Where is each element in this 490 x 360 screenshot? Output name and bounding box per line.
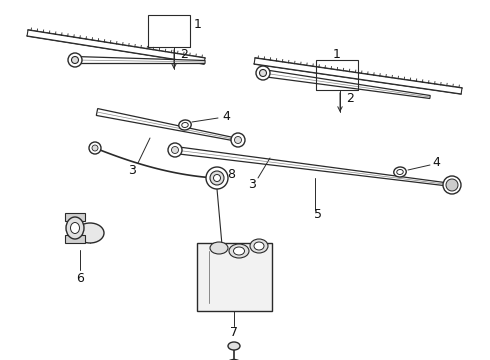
- Text: 1: 1: [333, 49, 341, 62]
- Text: 3: 3: [248, 179, 256, 192]
- Bar: [65, 235, 85, 243]
- Ellipse shape: [66, 217, 84, 239]
- Ellipse shape: [254, 242, 264, 250]
- Ellipse shape: [179, 120, 191, 130]
- Ellipse shape: [71, 222, 79, 234]
- Ellipse shape: [228, 342, 240, 350]
- Polygon shape: [263, 69, 430, 99]
- Text: 6: 6: [76, 271, 84, 284]
- Ellipse shape: [394, 167, 406, 177]
- Polygon shape: [97, 109, 238, 141]
- Text: 3: 3: [128, 163, 136, 176]
- Ellipse shape: [206, 167, 228, 189]
- Ellipse shape: [92, 145, 98, 151]
- Ellipse shape: [72, 57, 78, 63]
- Bar: [316, 60, 358, 90]
- Polygon shape: [27, 30, 205, 64]
- Text: 8: 8: [227, 168, 235, 181]
- Ellipse shape: [76, 223, 104, 243]
- Text: 2: 2: [346, 91, 354, 104]
- Ellipse shape: [89, 142, 101, 154]
- Text: 7: 7: [230, 327, 238, 339]
- Ellipse shape: [250, 239, 268, 253]
- Ellipse shape: [68, 53, 82, 67]
- Text: 4: 4: [222, 109, 230, 122]
- Ellipse shape: [446, 179, 458, 191]
- Ellipse shape: [447, 180, 457, 189]
- Ellipse shape: [256, 66, 270, 80]
- Ellipse shape: [168, 143, 182, 157]
- Text: 2: 2: [180, 49, 188, 62]
- Ellipse shape: [210, 171, 224, 185]
- Ellipse shape: [231, 133, 245, 147]
- Polygon shape: [174, 147, 452, 186]
- Bar: [197, 243, 272, 311]
- Ellipse shape: [182, 122, 188, 127]
- Text: 5: 5: [314, 208, 322, 221]
- Text: 4: 4: [432, 157, 440, 170]
- Ellipse shape: [214, 175, 220, 181]
- Ellipse shape: [229, 244, 249, 258]
- Ellipse shape: [234, 247, 245, 255]
- Text: 1: 1: [194, 18, 202, 31]
- Polygon shape: [75, 57, 205, 63]
- Ellipse shape: [235, 136, 242, 144]
- Ellipse shape: [172, 147, 178, 153]
- Bar: [65, 213, 85, 221]
- Bar: [148, 15, 190, 47]
- Ellipse shape: [210, 242, 228, 254]
- Polygon shape: [254, 58, 462, 94]
- Ellipse shape: [443, 176, 461, 194]
- Ellipse shape: [397, 170, 403, 175]
- Ellipse shape: [260, 69, 267, 77]
